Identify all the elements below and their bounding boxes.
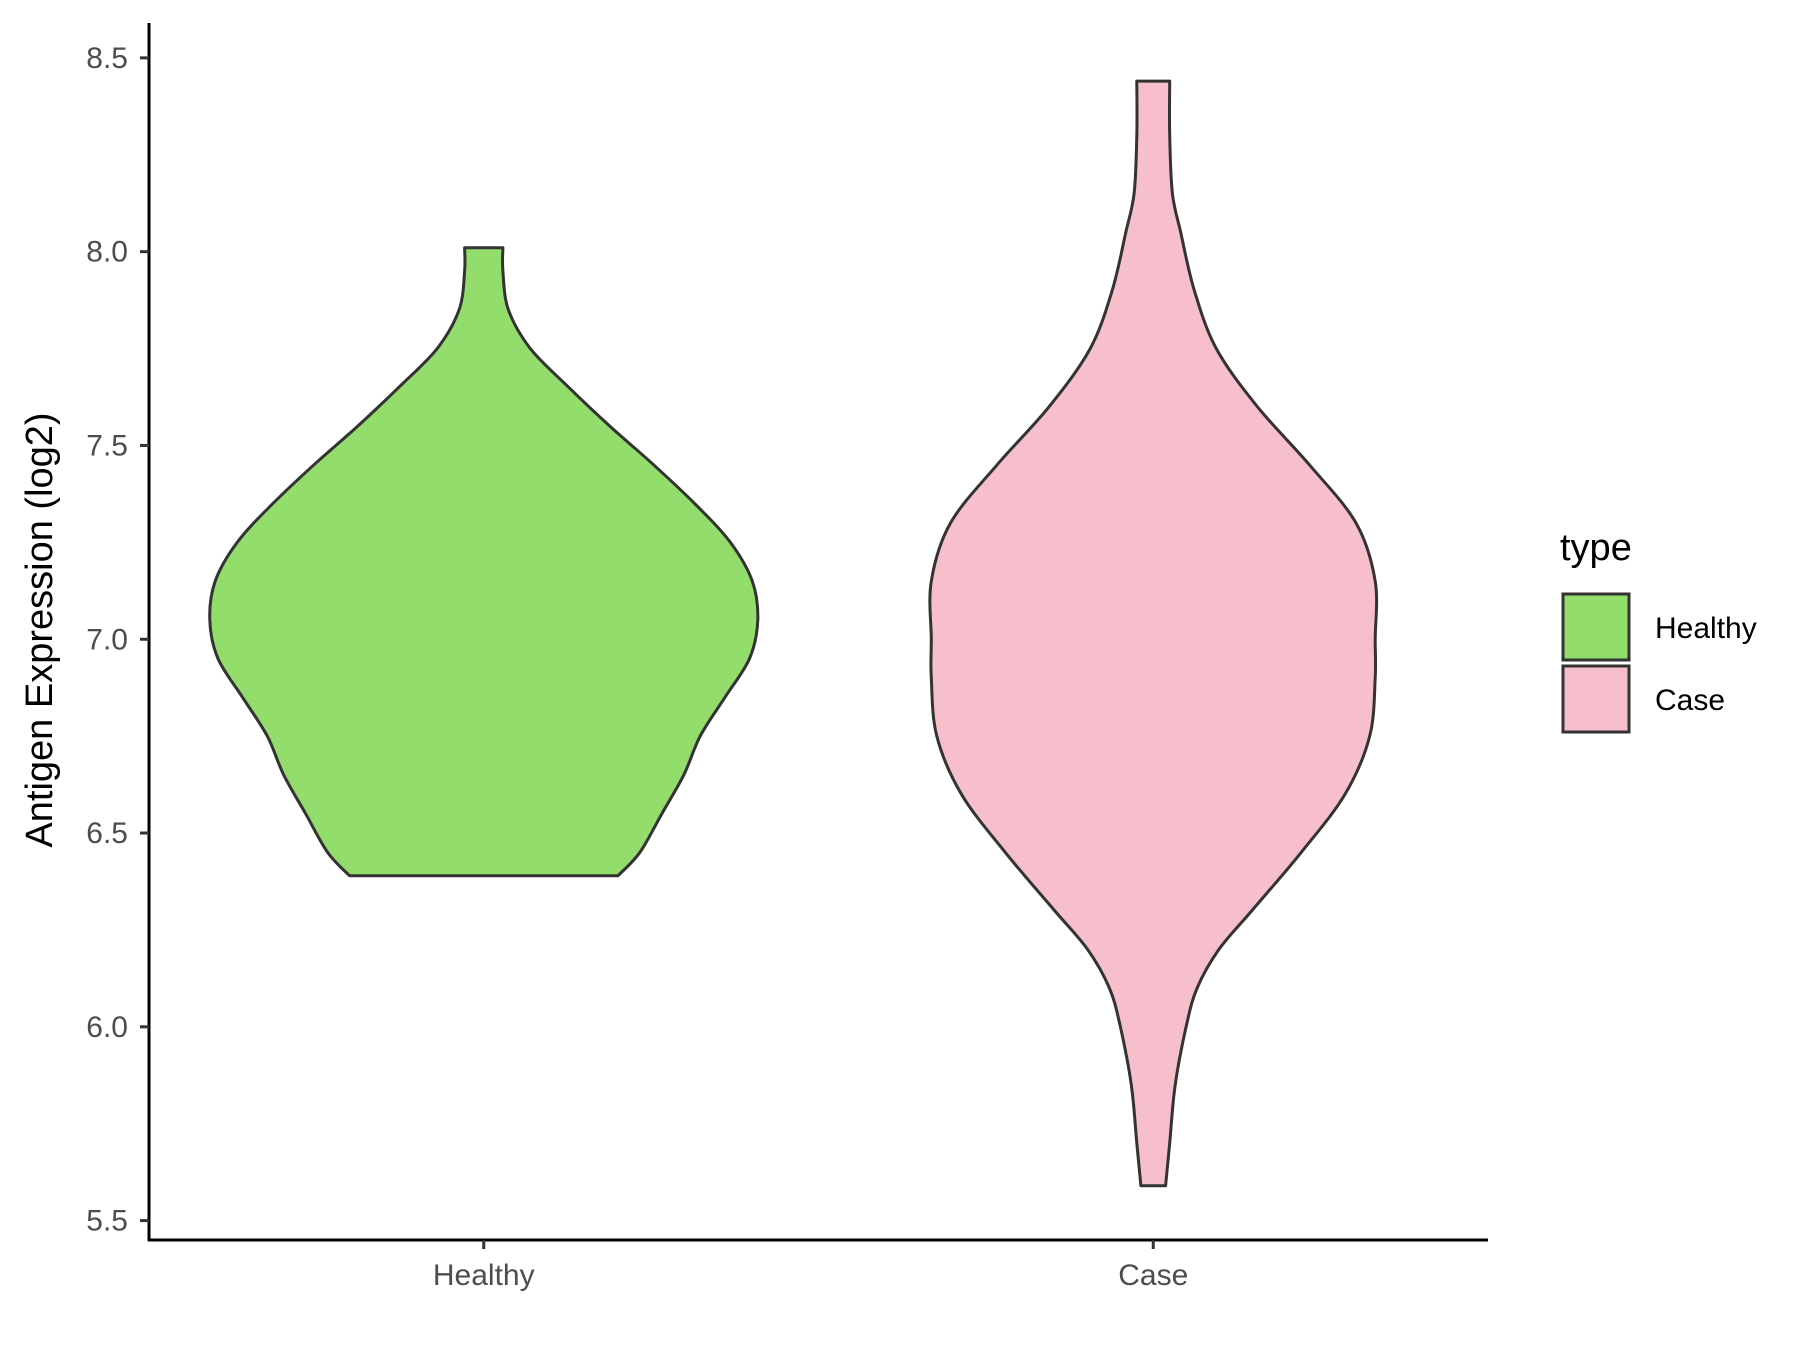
legend-swatch-healthy bbox=[1561, 592, 1631, 662]
x-ticks: Healthy Case bbox=[433, 1240, 1188, 1292]
y-tick-label: 6.5 bbox=[86, 817, 128, 850]
violin-case bbox=[928, 79, 1379, 1188]
legend-label: Case bbox=[1655, 684, 1725, 717]
axes-layer bbox=[147, 23, 1488, 1242]
x-tick-label: Healthy bbox=[433, 1259, 535, 1292]
y-tick-label: 7.0 bbox=[86, 623, 128, 656]
legend-title: type bbox=[1560, 527, 1632, 569]
legend-entries: Healthy Case bbox=[1561, 592, 1757, 734]
y-tick-label: 6.0 bbox=[86, 1011, 128, 1044]
legend: type Healthy Case bbox=[1560, 527, 1757, 734]
x-tick-label: Case bbox=[1118, 1259, 1188, 1292]
plot-layer bbox=[208, 79, 1379, 1188]
violin-healthy bbox=[208, 246, 760, 878]
y-axis-title: Antigen Expression (log2) bbox=[19, 412, 61, 847]
y-tick-label: 7.5 bbox=[86, 429, 128, 462]
y-tick-label: 8.5 bbox=[86, 42, 128, 75]
y-tick-label: 5.5 bbox=[86, 1205, 128, 1238]
y-tick-label: 8.0 bbox=[86, 236, 128, 269]
legend-swatch-case bbox=[1561, 664, 1631, 734]
legend-label: Healthy bbox=[1655, 612, 1757, 645]
y-ticks: 5.5 6.0 6.5 7.0 7.5 8.0 8.5 bbox=[86, 42, 149, 1238]
